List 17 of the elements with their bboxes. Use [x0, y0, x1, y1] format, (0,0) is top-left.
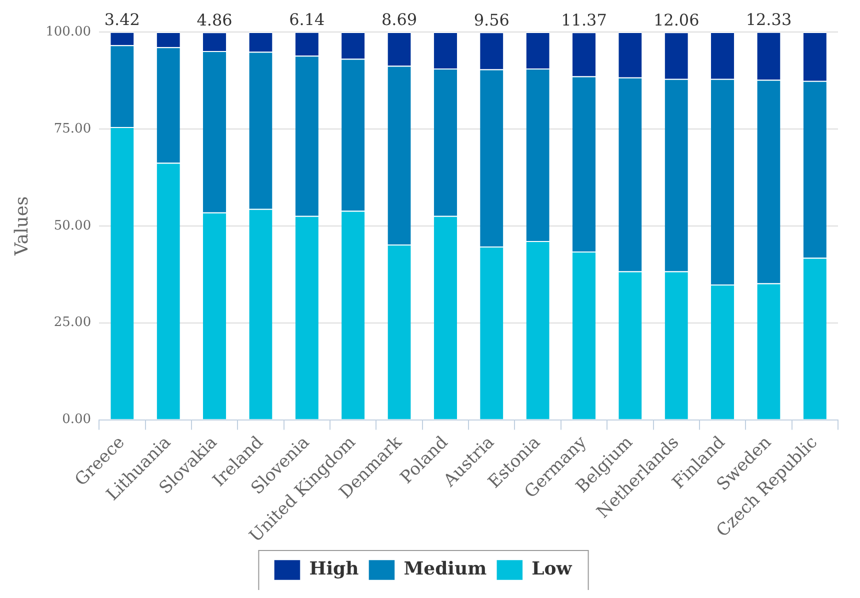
data-label: 4.86 — [196, 10, 232, 30]
data-label: 11.37 — [561, 10, 607, 30]
legend-label: Medium — [404, 558, 487, 580]
legend-label: High — [309, 558, 359, 580]
y-tick-label: 50.00 — [54, 218, 92, 234]
y-tick-label: 100.00 — [46, 24, 92, 40]
y-tick-label: 0.00 — [62, 412, 92, 428]
legend-label: Low — [532, 558, 572, 580]
data-label: 6.14 — [289, 10, 325, 29]
data-label: 8.69 — [381, 10, 418, 30]
y-tick-label: 75.00 — [54, 121, 92, 136]
data-label: 12.06 — [653, 10, 700, 30]
data-label: 9.56 — [474, 10, 510, 30]
y-axis-title: Values — [11, 196, 32, 257]
y-tick-label: 25.00 — [54, 315, 92, 330]
data-label: 3.42 — [104, 10, 140, 30]
data-label: 12.33 — [746, 10, 792, 30]
